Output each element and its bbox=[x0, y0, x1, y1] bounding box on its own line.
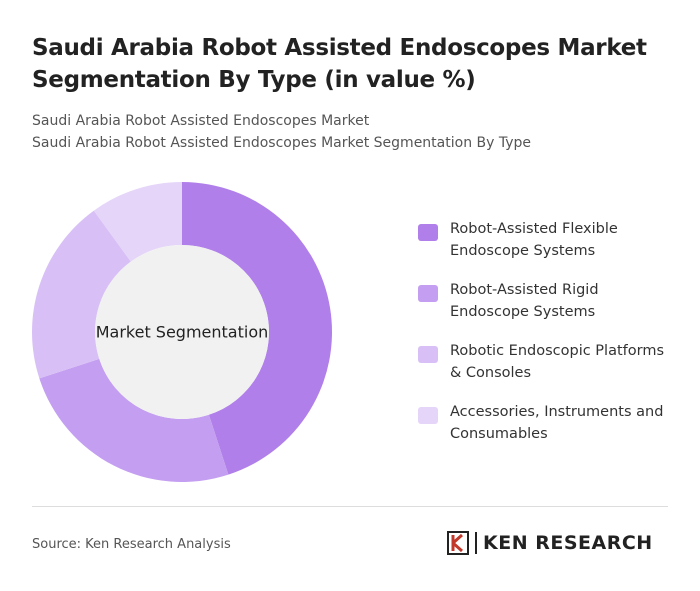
logo: KEN RESEARCH bbox=[447, 531, 653, 555]
legend-label: Robot-Assisted Rigid Endoscope Systems bbox=[450, 282, 599, 320]
legend-item: Accessories, Instruments and Consumables bbox=[418, 401, 678, 462]
center-label: Market Segmentation bbox=[96, 323, 269, 342]
legend-label: Robot-Assisted Flexible Endoscope System… bbox=[450, 221, 618, 259]
donut-hole bbox=[95, 245, 269, 419]
donut-segment bbox=[39, 358, 229, 482]
legend-item: Robot-Assisted Rigid Endoscope Systems bbox=[418, 279, 678, 340]
chart: Market Segmentation bbox=[31, 182, 333, 482]
chart-title: Saudi Arabia Robot Assisted Endoscopes M… bbox=[32, 35, 647, 93]
legend-swatch bbox=[418, 224, 438, 241]
donut-segment bbox=[31, 210, 131, 379]
legend-label: Robotic Endoscopic Platforms & Consoles bbox=[450, 343, 665, 381]
brand: KEN RESEARCH bbox=[483, 532, 653, 554]
logo-icon bbox=[447, 531, 469, 555]
divider bbox=[32, 506, 668, 507]
legend-label: Accessories, Instruments and Consumables bbox=[450, 404, 664, 442]
legend-swatch bbox=[418, 407, 438, 424]
donut-segment bbox=[182, 182, 333, 475]
legend-item: Robot-Assisted Flexible Endoscope System… bbox=[418, 218, 678, 279]
subtitle: Saudi Arabia Robot Assisted Endoscopes M… bbox=[32, 113, 370, 129]
source: Source: Ken Research Analysis bbox=[32, 537, 231, 552]
donut-segment bbox=[93, 182, 182, 262]
legend-swatch bbox=[418, 285, 438, 302]
legend-swatch bbox=[418, 346, 438, 363]
subtitle: Saudi Arabia Robot Assisted Endoscopes M… bbox=[32, 135, 532, 151]
legend: Robot-Assisted Flexible Endoscope System… bbox=[418, 218, 678, 462]
legend-item: Robotic Endoscopic Platforms & Consoles bbox=[418, 340, 678, 401]
